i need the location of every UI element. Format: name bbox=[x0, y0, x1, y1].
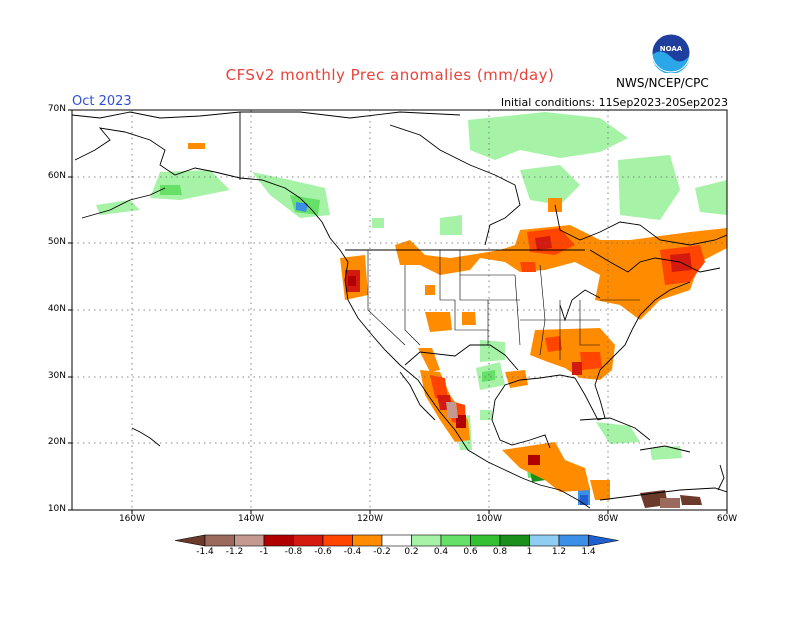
map-title: CFSv2 monthly Prec anomalies (mm/day) bbox=[225, 66, 555, 84]
lon-label-80w: 80W bbox=[597, 514, 619, 524]
colorbar-swatch bbox=[352, 534, 383, 547]
noaa-logo-text: NOAA bbox=[660, 45, 683, 53]
colorbar-swatch bbox=[440, 534, 471, 547]
colorbar-label: -0.6 bbox=[314, 547, 332, 557]
colorbar-label: 0.8 bbox=[492, 547, 508, 557]
lon-label-120w: 120W bbox=[356, 514, 384, 524]
colorbar-label: 0.4 bbox=[433, 547, 449, 557]
colorbar-label: -1.4 bbox=[196, 547, 214, 557]
anomaly-fields bbox=[96, 112, 727, 508]
lat-lon-grid bbox=[72, 110, 727, 510]
lat-label-50n: 50N bbox=[47, 237, 66, 247]
lat-label-20n: 20N bbox=[47, 437, 66, 447]
lat-label-30n: 30N bbox=[47, 371, 66, 381]
colorbar-swatch bbox=[204, 534, 235, 547]
lon-label-100w: 100W bbox=[475, 514, 503, 524]
colorbar-swatch bbox=[470, 534, 501, 547]
state-borders bbox=[367, 250, 640, 360]
axis-ticks bbox=[68, 109, 728, 514]
agency-label: NWS/NCEP/CPC bbox=[616, 76, 709, 90]
lat-label-70n: 70N bbox=[47, 104, 66, 114]
colorbar-swatch bbox=[322, 534, 353, 547]
colorbar-swatch bbox=[529, 534, 560, 547]
colorbar-label: 0.2 bbox=[404, 547, 419, 557]
colorbar-arrow-left bbox=[174, 534, 206, 547]
colorbar-swatch bbox=[293, 534, 324, 547]
lat-label-60n: 60N bbox=[47, 171, 66, 181]
colorbar-swatch bbox=[411, 534, 442, 547]
colorbar-label: -1.2 bbox=[225, 547, 244, 557]
colorbar-swatch bbox=[381, 534, 412, 547]
colorbar-swatch bbox=[558, 534, 589, 547]
colorbar-label: 1.4 bbox=[581, 547, 596, 557]
colorbar-arrow-right bbox=[588, 534, 619, 547]
coastlines bbox=[72, 111, 727, 509]
lon-label-140w: 140W bbox=[237, 514, 265, 524]
lon-label-60w: 60W bbox=[716, 514, 738, 524]
colorbar-label: 0.6 bbox=[463, 547, 478, 557]
lat-label-10n: 10N bbox=[47, 504, 66, 514]
lat-label-40n: 40N bbox=[47, 304, 66, 314]
colorbar-label: -0.2 bbox=[373, 547, 391, 557]
colorbar-label: -0.8 bbox=[284, 547, 303, 557]
colorbar-swatch bbox=[499, 534, 530, 547]
colorbar-label: 1 bbox=[526, 547, 533, 557]
colorbar-swatch bbox=[234, 534, 265, 547]
colorbar-label: -0.4 bbox=[343, 547, 362, 557]
colorbar-swatch bbox=[263, 534, 294, 547]
colorbar bbox=[174, 534, 619, 547]
colorbar-label: 1.2 bbox=[551, 547, 567, 557]
initial-conditions: Initial conditions: 11Sep2023-20Sep2023 bbox=[500, 96, 728, 109]
colorbar-label: -1 bbox=[259, 547, 269, 557]
forecast-month: Oct 2023 bbox=[72, 94, 132, 109]
noaa-logo-icon: NOAA bbox=[651, 33, 691, 73]
lon-label-160w: 160W bbox=[118, 514, 146, 524]
